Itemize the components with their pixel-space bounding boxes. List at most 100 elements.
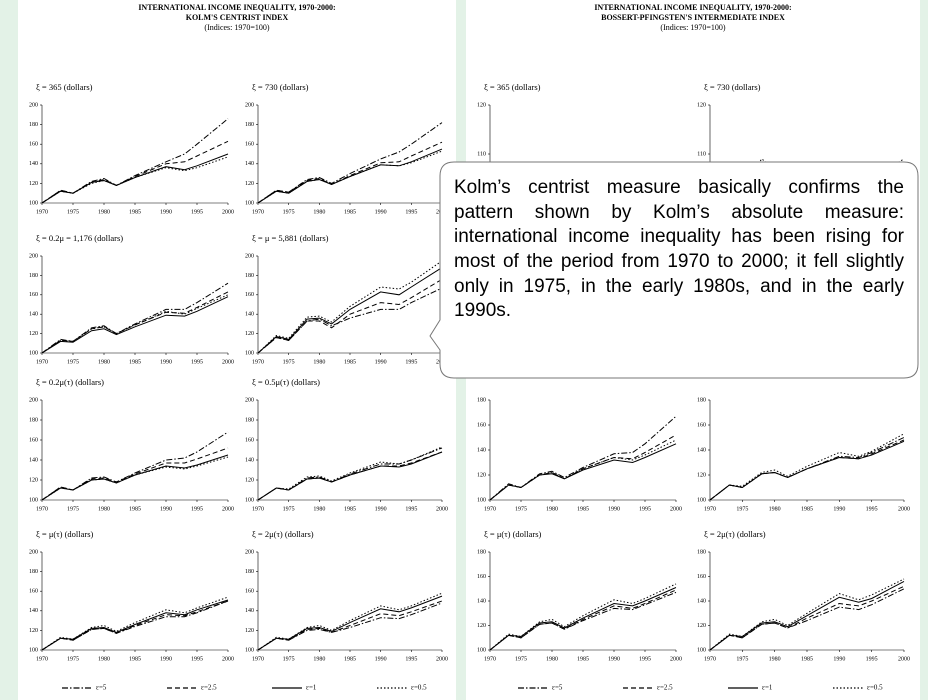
y-tick-label: 120 [477,623,486,629]
x-tick-label: 1995 [191,506,203,512]
y-tick-label: 160 [29,142,38,148]
x-tick-label: 2000 [222,506,234,512]
chart-title: ξ = 365 (dollars) [36,82,93,92]
x-tick-label: 1990 [833,506,845,512]
x-tick-label: 1980 [769,656,781,662]
y-tick-label: 200 [245,102,254,108]
x-tick-label: 1990 [375,359,387,365]
legend-label: ε=1 [306,684,317,692]
y-tick-label: 120 [29,181,38,187]
series-line [490,589,677,650]
chart-title: ξ = 0.2μ(τ) (dollars) [36,377,104,387]
x-tick-label: 1995 [191,656,203,662]
series-line [42,456,229,500]
x-tick-label: 1975 [736,656,748,662]
x-tick-label: 1980 [313,656,325,662]
x-tick-label: 1985 [129,359,141,365]
x-tick-label: 1975 [515,506,527,512]
left-panel-bg [18,0,456,700]
y-tick-label: 180 [29,273,38,279]
x-tick-label: 1980 [313,506,325,512]
y-tick-label: 200 [245,397,254,403]
chart-title: ξ = 2μ(τ) (dollars) [704,529,766,539]
x-tick-label: 1990 [160,359,172,365]
x-tick-label: 1985 [129,506,141,512]
x-tick-label: 1970 [484,506,496,512]
x-tick-label: 1980 [98,656,110,662]
series-line [258,278,443,353]
x-tick-label: 1990 [160,656,172,662]
x-tick-label: 1995 [191,209,203,215]
y-tick-label: 100 [245,647,254,653]
y-tick-label: 200 [29,102,38,108]
y-tick-label: 180 [477,549,486,555]
y-tick-label: 140 [29,608,38,614]
series-line [42,600,229,650]
x-tick-label: 1980 [546,506,558,512]
x-tick-label: 1970 [36,359,48,365]
chart-title: ξ = μ(τ) (dollars) [36,529,94,539]
y-tick-label: 120 [245,181,254,187]
x-tick-label: 1990 [375,506,387,512]
x-tick-label: 1985 [801,506,813,512]
x-tick-label: 1975 [283,656,295,662]
x-tick-label: 1980 [546,656,558,662]
chart-title: ξ = 0.2μ = 1,176 (dollars) [36,233,123,243]
x-tick-label: 1975 [67,506,79,512]
x-tick-label: 1990 [375,656,387,662]
x-tick-label: 1975 [515,656,527,662]
y-tick-label: 200 [245,549,254,555]
y-tick-label: 100 [477,497,486,503]
y-tick-label: 140 [29,312,38,318]
x-tick-label: 1970 [36,209,48,215]
x-tick-label: 1970 [252,656,264,662]
x-tick-label: 1980 [769,506,781,512]
x-tick-label: 1980 [98,359,110,365]
y-tick-label: 120 [245,331,254,337]
y-tick-label: 200 [29,253,38,259]
y-tick-label: 160 [697,422,706,428]
y-tick-label: 180 [29,417,38,423]
x-tick-label: 1970 [484,656,496,662]
y-tick-label: 180 [477,397,486,403]
x-tick-label: 1975 [283,209,295,215]
x-tick-label: 2000 [436,506,448,512]
y-tick-label: 100 [245,350,254,356]
y-tick-label: 160 [245,437,254,443]
y-tick-label: 120 [29,331,38,337]
series-line [490,415,677,500]
series-line [710,433,905,500]
x-tick-label: 1995 [405,506,417,512]
y-tick-label: 180 [245,417,254,423]
chart-title: ξ = 730 (dollars) [704,82,761,92]
y-tick-label: 120 [477,472,486,478]
x-tick-label: 1980 [98,506,110,512]
x-tick-label: 1985 [129,656,141,662]
series-line [490,439,677,500]
x-tick-label: 1985 [801,656,813,662]
y-tick-label: 200 [29,397,38,403]
series-line [258,150,443,203]
x-tick-label: 1985 [129,209,141,215]
y-tick-label: 200 [29,549,38,555]
x-tick-label: 1990 [833,656,845,662]
y-tick-label: 120 [697,623,706,629]
x-tick-label: 1995 [639,506,651,512]
x-tick-label: 2000 [222,209,234,215]
y-tick-label: 160 [477,422,486,428]
x-tick-label: 1980 [98,209,110,215]
x-tick-label: 2000 [222,656,234,662]
y-tick-label: 110 [477,151,486,157]
x-tick-label: 2000 [222,359,234,365]
x-tick-label: 1975 [283,506,295,512]
x-tick-label: 1985 [344,506,356,512]
y-tick-label: 140 [245,608,254,614]
y-tick-label: 180 [29,569,38,575]
y-tick-label: 120 [245,628,254,634]
x-tick-label: 2000 [670,656,682,662]
panel-note: (Indices: 1970=100) [204,23,270,32]
y-tick-label: 180 [245,569,254,575]
x-tick-label: 1990 [160,209,172,215]
y-tick-label: 160 [245,142,254,148]
y-tick-label: 120 [697,472,706,478]
